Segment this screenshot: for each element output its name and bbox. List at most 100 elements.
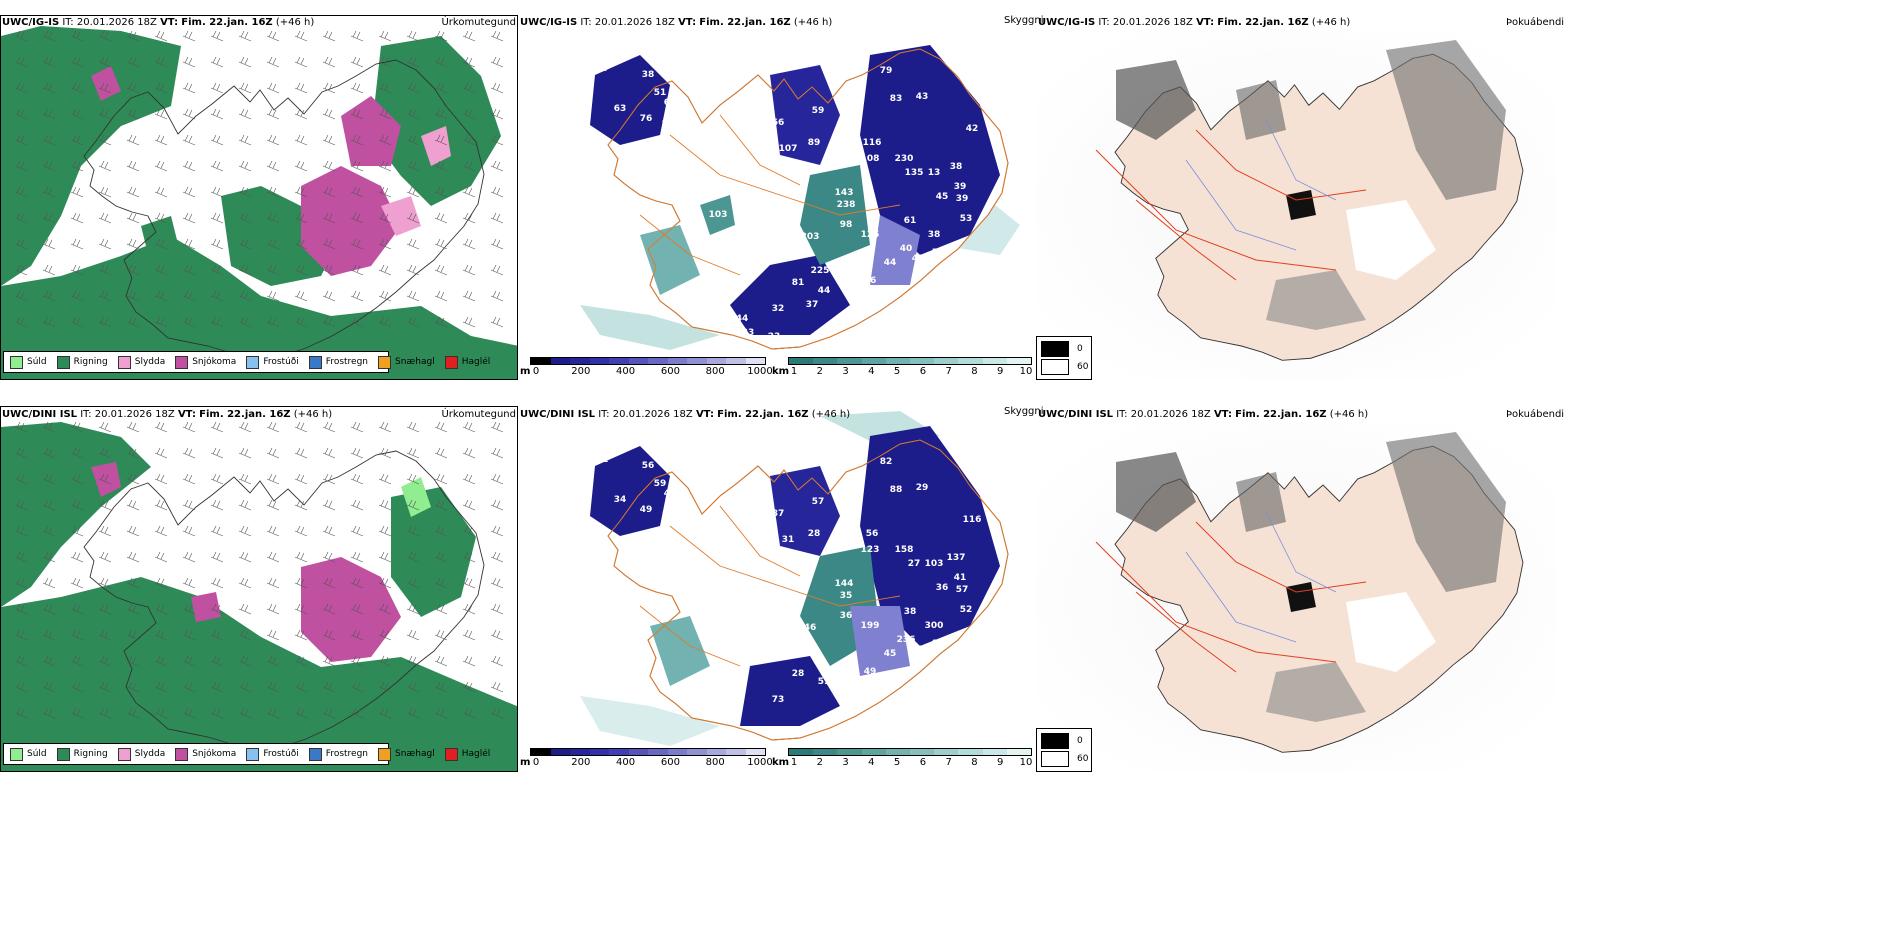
visibility-value: 238 <box>837 200 856 210</box>
legend-swatch <box>56 355 70 369</box>
wind-barb <box>490 551 504 563</box>
wind-barb <box>294 577 308 589</box>
wind-barb <box>434 473 448 485</box>
wind-barb <box>350 30 364 42</box>
wind-barb <box>14 473 28 485</box>
wind-barb <box>266 160 280 172</box>
wind-barb <box>98 316 112 328</box>
wind-barb <box>154 212 168 224</box>
wind-barb <box>350 82 364 94</box>
wind-barb <box>266 316 280 328</box>
visibility-value: 123 <box>861 545 880 555</box>
colorbar-cell <box>861 749 886 755</box>
wind-barb <box>238 707 252 719</box>
model-name: UWC/IG-IS <box>1038 17 1096 28</box>
visibility-value: 37 <box>806 300 819 310</box>
wind-barb <box>378 473 392 485</box>
visibility-value: 43 <box>916 92 929 102</box>
visibility-value: 89 <box>808 138 821 148</box>
wind-barb <box>14 264 28 276</box>
wind-barb <box>406 499 420 511</box>
colorbar-tick: 4 <box>868 366 875 377</box>
visibility-value: 79 <box>880 66 893 76</box>
wind-barb <box>434 212 448 224</box>
wind-barb <box>378 603 392 615</box>
wind-barb <box>126 290 140 302</box>
legend-item: Haglél <box>444 747 490 761</box>
wind-barb <box>322 681 336 693</box>
vt-label: VT: <box>177 409 196 420</box>
fog-panel-row1 <box>1036 30 1556 380</box>
wind-barb <box>434 82 448 94</box>
fog-legend-high: 60 <box>1077 362 1089 372</box>
visibility-value: 49 <box>640 505 653 515</box>
wind-barb <box>182 525 196 537</box>
legend-label: Frostregn <box>325 749 369 759</box>
wind-barb <box>98 30 112 42</box>
lead-time: (+46 h) <box>275 17 315 28</box>
wind-barb <box>70 499 84 511</box>
vt-time: Fim. 22.jan. 16Z <box>181 17 273 28</box>
visibility-value: 29 <box>916 483 929 493</box>
colorbar-tick: 8 <box>971 757 978 768</box>
visibility-value: 107 <box>779 144 798 154</box>
wind-barb <box>434 655 448 667</box>
wind-barb <box>14 655 28 667</box>
wind-barb <box>126 212 140 224</box>
wind-barb <box>210 447 224 459</box>
colorbar-tick: 2 <box>816 757 823 768</box>
wind-barb <box>14 30 28 42</box>
wind-barb <box>266 447 280 459</box>
colorbar-cell <box>628 358 648 364</box>
wind-barb <box>322 238 336 250</box>
wind-barb <box>42 603 56 615</box>
legend-item: Snæhagl <box>378 355 435 369</box>
visibility-value: 137 <box>947 553 966 563</box>
wind-barb <box>406 551 420 563</box>
wind-barb <box>378 707 392 719</box>
wind-barb <box>378 525 392 537</box>
wind-barb <box>238 603 252 615</box>
colorbar-cell <box>837 749 862 755</box>
wind-barb <box>154 551 168 563</box>
precip-map-row1 <box>1 16 517 379</box>
wind-barb <box>378 238 392 250</box>
wind-barb <box>14 707 28 719</box>
colorbar-cell <box>726 749 746 755</box>
wind-barb <box>294 160 308 172</box>
wind-barb <box>322 707 336 719</box>
legend-item: Frostúði <box>246 355 299 369</box>
wind-barb <box>210 160 224 172</box>
wind-barb <box>98 238 112 250</box>
wind-barb <box>126 238 140 250</box>
wind-barb <box>126 707 140 719</box>
wind-barb <box>406 577 420 589</box>
wind-barb <box>462 238 476 250</box>
visibility-unit: km <box>772 757 790 768</box>
wind-barb <box>462 525 476 537</box>
wind-barb <box>98 421 112 433</box>
wind-barb <box>70 551 84 563</box>
wind-barb <box>14 56 28 68</box>
wind-barb <box>42 186 56 198</box>
visibility-value: 116 <box>963 515 982 525</box>
visibility-value: 36 <box>936 583 949 593</box>
fog-legend-row1: 0 60 <box>1036 336 1092 380</box>
visibility-unit: km <box>772 366 790 377</box>
colorbar-cell <box>910 358 935 364</box>
legend-item: Slydda <box>117 355 165 369</box>
vt-label: VT: <box>695 409 714 420</box>
wind-barb <box>406 56 420 68</box>
wind-barb <box>210 499 224 511</box>
wind-barb <box>126 421 140 433</box>
wind-barb <box>378 577 392 589</box>
header-visibility-row1: UWC/IG-IS IT: 20.01.2026 18Z VT: Fim. 22… <box>520 17 832 28</box>
wind-barb <box>126 108 140 120</box>
wind-barb <box>14 603 28 615</box>
wind-barb <box>238 681 252 693</box>
wind-barb <box>266 134 280 146</box>
colorbar-cell <box>687 358 707 364</box>
legend-swatch <box>117 747 131 761</box>
wind-barb <box>462 30 476 42</box>
wind-barb <box>462 655 476 667</box>
